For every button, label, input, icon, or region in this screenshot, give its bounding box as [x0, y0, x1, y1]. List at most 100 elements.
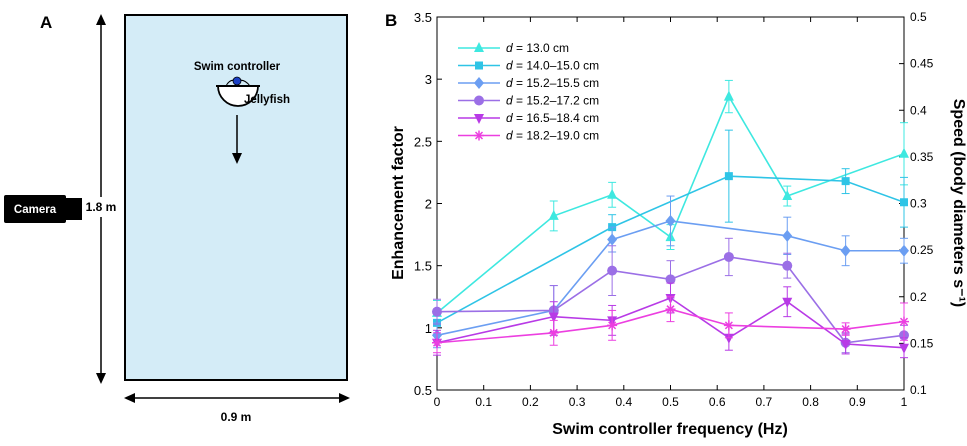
y2-tick-label: 0.4: [910, 103, 927, 117]
tank-diagram: A 1.8 m 0.9 m Camera Swim controller Jel…: [4, 13, 350, 424]
x-tick-label: 0: [434, 395, 441, 409]
data-point: [607, 320, 618, 331]
x-tick-label: 0.2: [522, 395, 539, 409]
data-point: [782, 229, 793, 242]
panel-b-letter: B: [385, 11, 397, 30]
y-axis-ticks: 0.5 1 1.5 2 2.5 3 3.5: [414, 10, 442, 398]
asterisk-stroke: [474, 131, 484, 140]
data-point: [432, 337, 442, 348]
legend-item-4: d = 15.2–17.2 cm: [458, 94, 599, 108]
legend-marker: [474, 42, 484, 52]
legend: d = 13.0 cm d = 14.0–15.0 cm d = 15.2–15.5…: [458, 41, 599, 143]
data-point: [840, 244, 851, 257]
series-line: [436, 256, 905, 344]
asterisk-stroke: [841, 325, 850, 334]
x-tick-label: 0.8: [802, 395, 819, 409]
data-point: [900, 198, 908, 207]
x-tick-label: 0.1: [475, 395, 492, 409]
series-2: [433, 129, 908, 336]
data-point: [840, 324, 851, 335]
x-tick-label: 0.4: [615, 395, 632, 409]
data-point: [665, 214, 676, 227]
y-axis-label: Enhancement factor: [390, 126, 407, 280]
height-arrow-head-top: [96, 14, 106, 25]
legend-label: d = 14.0–15.0 cm: [506, 59, 599, 73]
y2-tick-label: 0.15: [910, 336, 934, 350]
data-point: [665, 304, 676, 315]
width-label: 0.9 m: [221, 410, 252, 424]
y-tick-label: 1: [425, 321, 432, 336]
y2-tick-label: 0.1: [910, 383, 927, 397]
swim-direction-arrow-head: [232, 153, 242, 164]
x-tick-label: 0.7: [756, 395, 773, 409]
y2-tick-label: 0.35: [910, 150, 934, 164]
legend-marker: [474, 95, 484, 106]
legend-label: d = 18.2–19.0 cm: [506, 129, 599, 143]
width-arrow-head-right: [339, 393, 350, 403]
data-point: [899, 316, 909, 327]
legend-label: d = 16.5–18.4 cm: [506, 111, 599, 125]
data-point: [899, 147, 909, 158]
data-point: [724, 172, 733, 181]
x-tick-label: 0.3: [569, 395, 586, 409]
tank: [124, 14, 348, 381]
enhancement-chart: B 0 0.1 0.2 0.3 0.4 0.5 0.6 0.7 0.8 0.9 1 0.5 1 1.5 2…: [385, 10, 967, 438]
data-point: [607, 233, 618, 246]
data-point: [432, 306, 442, 317]
asterisk-stroke: [549, 328, 558, 337]
panel-b-chart: B 0 0.1 0.2 0.3 0.4 0.5 0.6 0.7 0.8 0.9 1 0.5 1 1.5 2…: [380, 0, 967, 441]
asterisk-stroke: [608, 321, 617, 330]
y-tick-label: 3: [425, 72, 432, 87]
data-point: [782, 260, 793, 271]
legend-item-2: d = 14.0–15.0 cm: [458, 59, 599, 73]
y-tick-label: 2.5: [414, 134, 432, 149]
y2-axis-ticks: 0.1 0.15 0.2 0.25 0.3 0.35 0.4 0.45 0.5: [899, 10, 934, 397]
x-tick-label: 0.5: [662, 395, 679, 409]
jellyfish-bell: [217, 85, 259, 107]
camera-label: Camera: [14, 204, 57, 216]
y2-tick-label: 0.45: [910, 57, 934, 71]
data-point: [723, 90, 734, 101]
x-tick-label: 0.9: [849, 395, 866, 409]
legend-label: d = 15.2–15.5 cm: [506, 76, 599, 90]
data-point: [899, 343, 909, 354]
panel-a-schematic: A 1.8 m 0.9 m Camera Swim controller Jel…: [0, 0, 370, 441]
y-tick-label: 2: [425, 197, 432, 212]
data-point: [723, 320, 734, 331]
x-axis-label: Swim controller frequency (Hz): [552, 421, 788, 438]
legend-item-1: d = 13.0 cm: [458, 41, 569, 55]
asterisk-stroke: [432, 338, 442, 347]
camera-body: [4, 195, 66, 223]
x-tick-label: 1: [901, 395, 908, 409]
data-point: [723, 251, 734, 262]
data-point: [723, 333, 734, 344]
legend-label: d = 13.0 cm: [506, 41, 569, 55]
legend-item-6: d = 18.2–19.0 cm: [458, 129, 599, 143]
width-arrow-head-left: [124, 393, 135, 403]
camera-lens: [66, 198, 82, 220]
data-point: [548, 327, 559, 338]
y2-tick-label: 0.3: [910, 197, 927, 211]
x-axis-ticks: 0 0.1 0.2 0.3 0.4 0.5 0.6 0.7 0.8 0.9 1: [434, 17, 908, 409]
series-6: [432, 296, 909, 354]
data-point: [607, 188, 618, 199]
y2-tick-label: 0.2: [910, 290, 927, 304]
y2-tick-label: 0.5: [910, 10, 927, 24]
legend-item-3: d = 15.2–15.5 cm: [458, 76, 599, 90]
height-label: 1.8 m: [86, 200, 117, 214]
data-point: [840, 339, 851, 350]
data-point: [841, 177, 850, 186]
y2-axis-label: Speed (body diameters s⁻¹): [950, 99, 967, 308]
legend-marker: [475, 61, 483, 70]
legend-marker: [474, 130, 484, 141]
series-group: [432, 79, 909, 359]
x-tick-label: 0.6: [709, 395, 726, 409]
legend-marker: [474, 114, 484, 124]
y-tick-label: 0.5: [414, 383, 432, 398]
y-tick-label: 3.5: [414, 10, 432, 25]
legend-marker: [474, 77, 484, 89]
data-point: [782, 297, 793, 308]
data-point: [548, 209, 559, 220]
y2-tick-label: 0.25: [910, 243, 934, 257]
swim-controller-device: [232, 76, 242, 86]
